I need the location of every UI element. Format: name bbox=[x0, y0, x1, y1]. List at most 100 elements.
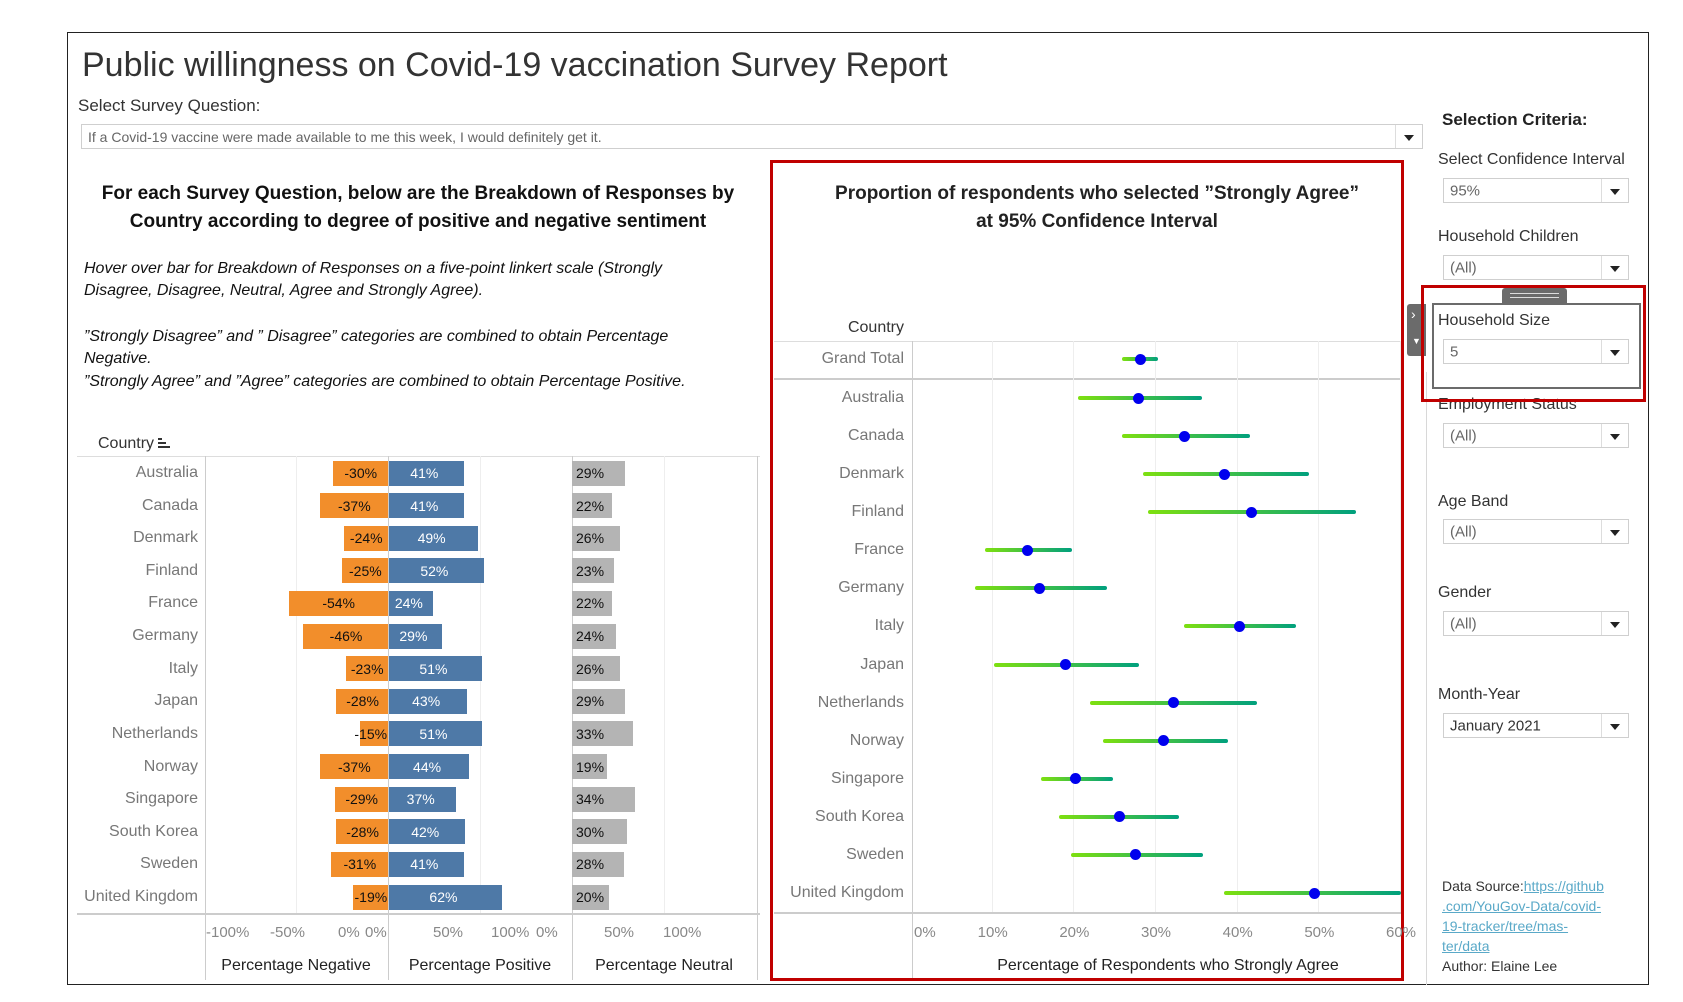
bar-percentage-negative[interactable] bbox=[332, 460, 388, 486]
point-estimate[interactable] bbox=[1113, 811, 1125, 823]
bar-percentage-positive[interactable] bbox=[389, 493, 464, 519]
drag-handle[interactable] bbox=[1502, 288, 1567, 304]
bar-percentage-positive[interactable] bbox=[389, 460, 464, 486]
bar-percentage-negative[interactable] bbox=[288, 590, 388, 616]
bar-percentage-positive[interactable] bbox=[389, 721, 482, 747]
bar-percentage-negative[interactable] bbox=[342, 558, 388, 584]
point-estimate[interactable] bbox=[1022, 544, 1034, 556]
point-estimate[interactable] bbox=[1245, 506, 1257, 518]
bar-percentage-positive[interactable] bbox=[389, 656, 482, 682]
bar-percentage-neutral[interactable] bbox=[572, 590, 613, 616]
bar-percentage-negative[interactable] bbox=[336, 819, 388, 845]
point-estimate[interactable] bbox=[1134, 353, 1146, 365]
bar-percentage-positive[interactable] bbox=[389, 819, 466, 845]
point-estimate[interactable] bbox=[1059, 659, 1071, 671]
chevron-right-icon[interactable]: › bbox=[1411, 306, 1416, 322]
bar-percentage-neutral[interactable] bbox=[572, 754, 607, 780]
gridline bbox=[1073, 341, 1075, 912]
chevron-down-icon[interactable] bbox=[1601, 612, 1628, 635]
month-year-dropdown[interactable]: January 2021 bbox=[1443, 713, 1629, 738]
bar-percentage-negative[interactable] bbox=[336, 688, 388, 714]
bar-percentage-neutral[interactable] bbox=[572, 656, 620, 682]
bar-percentage-negative[interactable] bbox=[345, 656, 388, 682]
panel-divider bbox=[572, 456, 573, 980]
household-children-dropdown[interactable]: (All) bbox=[1443, 255, 1629, 280]
sort-descending-icon[interactable] bbox=[158, 438, 171, 449]
bar-percentage-positive[interactable] bbox=[389, 754, 470, 780]
age-band-dropdown[interactable]: (All) bbox=[1443, 519, 1629, 544]
country-label: Netherlands bbox=[817, 693, 904, 711]
bar-percentage-neutral[interactable] bbox=[572, 493, 613, 519]
bar-percentage-negative[interactable] bbox=[330, 851, 388, 877]
data-label: -24% bbox=[349, 530, 383, 547]
bar-percentage-neutral[interactable] bbox=[572, 460, 626, 486]
left-country-header[interactable]: Country bbox=[98, 435, 171, 453]
note-line: Negative. bbox=[84, 350, 152, 367]
dashboard-frame bbox=[67, 32, 1649, 985]
chevron-down-icon[interactable] bbox=[1601, 256, 1628, 279]
survey-question-dropdown[interactable]: If a Covid-19 vaccine were made availabl… bbox=[81, 124, 1423, 149]
point-estimate[interactable] bbox=[1308, 887, 1320, 899]
bar-percentage-positive[interactable] bbox=[389, 851, 464, 877]
bar-percentage-neutral[interactable] bbox=[572, 819, 628, 845]
data-label: -15% bbox=[354, 725, 388, 742]
tick-label: 50% bbox=[1304, 924, 1335, 941]
chevron-down-icon[interactable] bbox=[1601, 179, 1628, 202]
chevron-down-icon[interactable] bbox=[1601, 714, 1628, 737]
bar-percentage-neutral[interactable] bbox=[572, 884, 609, 910]
bar-percentage-negative[interactable] bbox=[334, 786, 388, 812]
point-estimate[interactable] bbox=[1129, 849, 1141, 861]
bar-percentage-negative[interactable] bbox=[319, 493, 388, 519]
bar-percentage-positive[interactable] bbox=[389, 590, 433, 616]
bar-percentage-negative[interactable] bbox=[353, 884, 388, 910]
chevron-down-icon[interactable] bbox=[1601, 424, 1628, 447]
bar-percentage-positive[interactable] bbox=[389, 525, 479, 551]
bar-percentage-neutral[interactable] bbox=[572, 558, 615, 584]
data-label: 28% bbox=[576, 856, 605, 873]
chevron-down-icon[interactable] bbox=[1395, 125, 1422, 148]
point-estimate[interactable] bbox=[1218, 468, 1230, 480]
bar-percentage-positive[interactable] bbox=[389, 558, 484, 584]
country-label: United Kingdom bbox=[84, 888, 198, 906]
bar-percentage-positive[interactable] bbox=[389, 623, 442, 649]
bar-percentage-neutral[interactable] bbox=[572, 786, 635, 812]
bar-percentage-neutral[interactable] bbox=[572, 688, 626, 714]
point-estimate[interactable] bbox=[1070, 773, 1082, 785]
point-estimate[interactable] bbox=[1034, 582, 1046, 594]
bar-percentage-negative[interactable] bbox=[360, 721, 388, 747]
data-label: 33% bbox=[576, 725, 605, 742]
bar-percentage-neutral[interactable] bbox=[572, 851, 624, 877]
point-estimate[interactable] bbox=[1133, 392, 1145, 404]
bar-percentage-neutral[interactable] bbox=[572, 623, 617, 649]
point-estimate[interactable] bbox=[1158, 735, 1170, 747]
bar-percentage-negative[interactable] bbox=[319, 754, 388, 780]
bar-percentage-neutral[interactable] bbox=[572, 721, 633, 747]
chevron-down-icon[interactable] bbox=[1601, 520, 1628, 543]
gender-dropdown[interactable]: (All) bbox=[1443, 611, 1629, 636]
bar-percentage-negative[interactable] bbox=[303, 623, 388, 649]
country-label: Japan bbox=[154, 692, 198, 710]
bar-percentage-positive[interactable] bbox=[389, 786, 457, 812]
bar-percentage-neutral[interactable] bbox=[572, 525, 620, 551]
filter-label: Household Children bbox=[1438, 228, 1579, 245]
chevron-down-icon[interactable] bbox=[1601, 340, 1628, 363]
note-line: ”Strongly Disagree” and ” Disagree” cate… bbox=[84, 328, 669, 345]
right-country-header[interactable]: Country bbox=[847, 319, 904, 336]
point-estimate[interactable] bbox=[1178, 430, 1190, 442]
data-source-link[interactable]: https://github .com/YouGov-Data/covid- 19-… bbox=[1442, 878, 1604, 954]
country-label: South Korea bbox=[109, 822, 198, 840]
note-line: Disagree, Disagree, Neutral, Agree and S… bbox=[84, 282, 484, 299]
data-label: 51% bbox=[419, 725, 448, 742]
filter-label: Select Confidence Interval bbox=[1438, 151, 1625, 168]
bar-percentage-positive[interactable] bbox=[389, 884, 502, 910]
point-estimate[interactable] bbox=[1168, 697, 1180, 709]
country-label: Singapore bbox=[831, 769, 904, 787]
bar-percentage-negative[interactable] bbox=[343, 525, 388, 551]
employment-status-dropdown[interactable]: (All) bbox=[1443, 423, 1629, 448]
left-chart-heading-line1: For each Survey Question, below are the … bbox=[101, 183, 735, 204]
caret-down-icon[interactable]: ▼ bbox=[1412, 336, 1421, 346]
bar-percentage-positive[interactable] bbox=[389, 688, 468, 714]
confidence-interval-dropdown[interactable]: 95% bbox=[1443, 178, 1629, 203]
point-estimate[interactable] bbox=[1233, 620, 1245, 632]
household-size-dropdown[interactable]: 5 bbox=[1443, 339, 1629, 364]
